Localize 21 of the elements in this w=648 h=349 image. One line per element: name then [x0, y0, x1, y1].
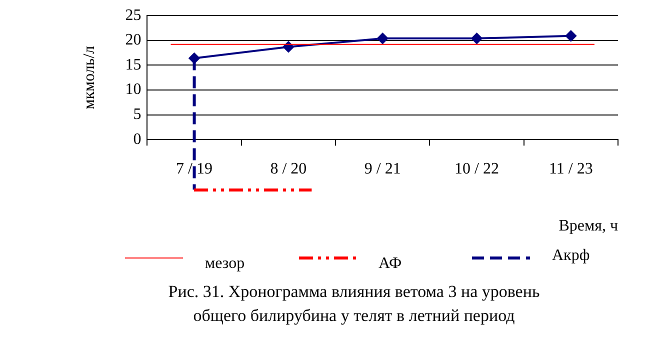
text: Рис. 31. Хронограмма влияния ветома 3 на уровень общего билирубина у телят в летний период [167, 281, 541, 327]
y-axis-title: мкмоль/л [80, 46, 98, 110]
y-tick-label: 5 [133, 106, 142, 124]
x-axis-title: Время, ч [558, 218, 618, 235]
x-tick-label: 11 / 23 [548, 160, 593, 178]
legend-label: Акрф [552, 247, 590, 264]
text: АФ [378, 255, 402, 272]
point [565, 30, 576, 42]
x-tick-label: 9 / 21 [364, 160, 401, 178]
y-tick-label: 0 [133, 130, 142, 148]
point [377, 32, 388, 44]
point [471, 32, 482, 44]
x-tick-label: 8 / 20 [270, 160, 307, 178]
y-tick-label: 20 [125, 32, 142, 49]
point [282, 41, 294, 52]
x-tick-label: 7 / 19 [176, 160, 213, 178]
legend-label: мезор [205, 255, 245, 272]
y-tick-label: 25 [125, 6, 142, 24]
y-tick-label: 10 [125, 81, 142, 98]
x-tick-label: 10 / 22 [454, 160, 499, 178]
y-tick-label: 15 [125, 56, 142, 74]
